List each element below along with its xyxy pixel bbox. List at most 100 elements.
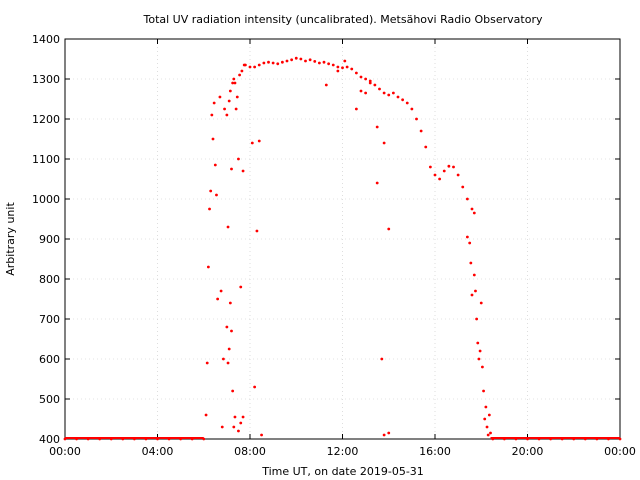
data-point [382, 91, 386, 95]
data-point [387, 227, 391, 231]
data-point [341, 66, 344, 70]
data-point [231, 81, 235, 85]
data-point [233, 81, 237, 85]
y-tick-label: 1400 [32, 33, 60, 46]
data-point [86, 437, 90, 441]
data-point [479, 301, 483, 305]
data-point [526, 437, 529, 441]
data-point [482, 389, 485, 393]
data-point [375, 181, 379, 185]
data-point [227, 347, 231, 351]
data-point [354, 71, 358, 75]
x-tick-label: 04:00 [142, 445, 174, 458]
data-point [222, 357, 225, 361]
data-point [216, 297, 220, 301]
data-point [156, 437, 159, 441]
data-point [489, 431, 492, 435]
data-point [248, 65, 252, 69]
data-point [260, 433, 263, 437]
data-point [472, 273, 476, 277]
data-point [257, 139, 261, 143]
data-point [327, 62, 331, 66]
data-point [220, 425, 224, 429]
y-tick-label: 1200 [32, 113, 60, 126]
data-point [442, 169, 446, 173]
data-point [167, 437, 171, 441]
data-point [271, 61, 275, 65]
data-point [317, 61, 321, 65]
data-point [232, 425, 236, 429]
data-point [250, 141, 254, 145]
data-point [387, 431, 391, 435]
data-point [476, 341, 480, 345]
data-point [475, 317, 479, 321]
data-point [228, 89, 232, 93]
data-point [382, 141, 386, 145]
data-point [121, 437, 125, 441]
data-point [255, 229, 259, 233]
data-point [239, 421, 243, 425]
data-point [190, 437, 194, 441]
data-point [364, 91, 368, 95]
x-tick-label: 16:00 [419, 445, 451, 458]
data-point [313, 60, 317, 63]
data-point [537, 437, 541, 441]
axis-ticks: 00:00 04:00 08:00 12:00 16:00 20:00 00:0040050… [32, 33, 636, 458]
data-point [210, 113, 214, 117]
data-point [232, 77, 236, 81]
y-tick-label: 900 [39, 233, 60, 246]
x-tick-label: 20:00 [512, 445, 544, 458]
data-point [209, 189, 213, 193]
y-tick-label: 600 [39, 353, 60, 366]
data-point [618, 437, 622, 441]
data-point [230, 167, 233, 171]
data-point [472, 211, 476, 215]
data-point [324, 83, 328, 87]
y-tick-label: 1000 [32, 193, 60, 206]
data-point [235, 95, 239, 99]
data-point [211, 137, 215, 141]
data-point [359, 75, 363, 79]
data-point [276, 62, 280, 66]
data-point [206, 265, 210, 269]
data-point [560, 437, 564, 441]
data-point [228, 301, 232, 305]
x-tick-label: 00:00 [604, 445, 636, 458]
x-tick-label: 12:00 [327, 445, 359, 458]
data-point [468, 241, 472, 245]
data-point [226, 225, 230, 229]
data-point [253, 385, 257, 389]
data-point [368, 79, 372, 83]
data-point [354, 107, 358, 111]
data-point [240, 69, 244, 73]
data-points [63, 56, 622, 441]
y-tick-label: 800 [39, 273, 60, 286]
y-tick-label: 1300 [32, 73, 60, 86]
data-point [514, 437, 518, 441]
data-point [262, 61, 266, 65]
data-point [75, 437, 78, 441]
data-point [98, 437, 102, 441]
data-point [226, 361, 230, 365]
data-point [290, 58, 294, 62]
x-axis-label: Time UT, on date 2019-05-31 [261, 465, 424, 478]
data-point [410, 107, 414, 111]
data-point [345, 65, 349, 69]
data-point [218, 95, 222, 99]
data-point [382, 433, 386, 437]
data-point [438, 177, 442, 181]
data-point [428, 165, 432, 169]
data-point [405, 101, 409, 105]
data-point [572, 437, 576, 441]
data-point [331, 63, 335, 67]
data-point [484, 405, 488, 409]
data-point [294, 56, 298, 60]
y-tick-label: 700 [39, 313, 60, 326]
data-point [308, 58, 312, 62]
data-point [253, 65, 257, 69]
y-tick-label: 1100 [32, 153, 60, 166]
data-point [336, 69, 340, 73]
data-point [549, 437, 553, 441]
data-point [234, 107, 238, 111]
data-point [373, 83, 377, 87]
